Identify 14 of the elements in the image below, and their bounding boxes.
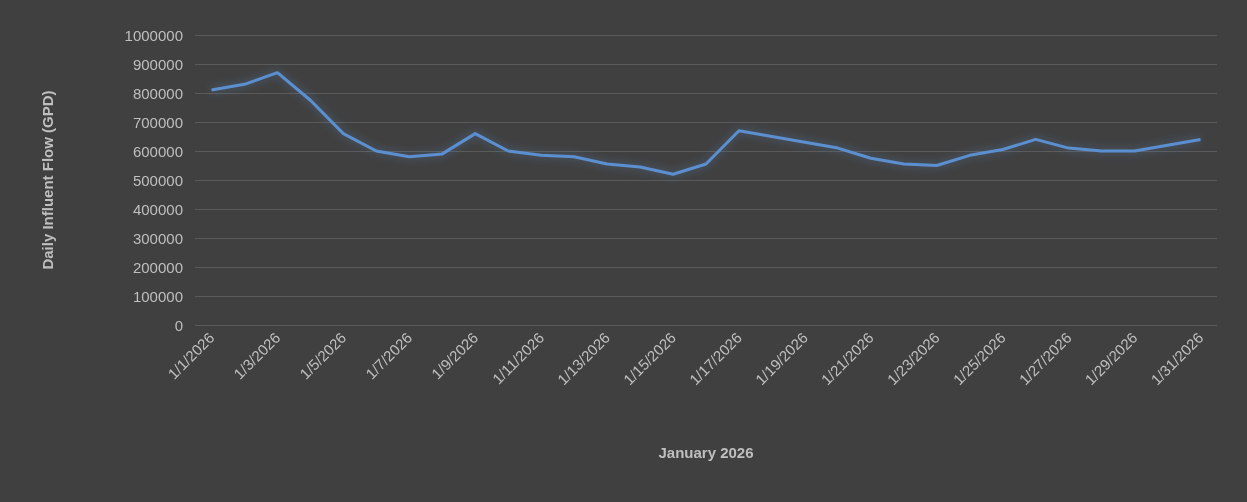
- y-tick-label: 300000: [132, 229, 183, 247]
- y-tick-label: 900000: [132, 55, 183, 73]
- y-tick-label: 200000: [132, 258, 183, 276]
- x-axis-title: January 2026: [658, 444, 754, 461]
- y-tick-label: 600000: [132, 142, 183, 160]
- y-tick-label: 0: [174, 316, 183, 334]
- y-tick-label: 100000: [132, 287, 183, 305]
- y-tick-label: 500000: [132, 171, 183, 189]
- y-tick-label: 400000: [132, 200, 183, 218]
- y-tick-label: 1000000: [124, 26, 183, 44]
- y-tick-label: 700000: [132, 113, 183, 131]
- line-series: [209, 71, 1203, 176]
- y-tick-label: 800000: [132, 84, 183, 102]
- y-axis-title: Daily Influent Flow (GPD): [39, 90, 56, 270]
